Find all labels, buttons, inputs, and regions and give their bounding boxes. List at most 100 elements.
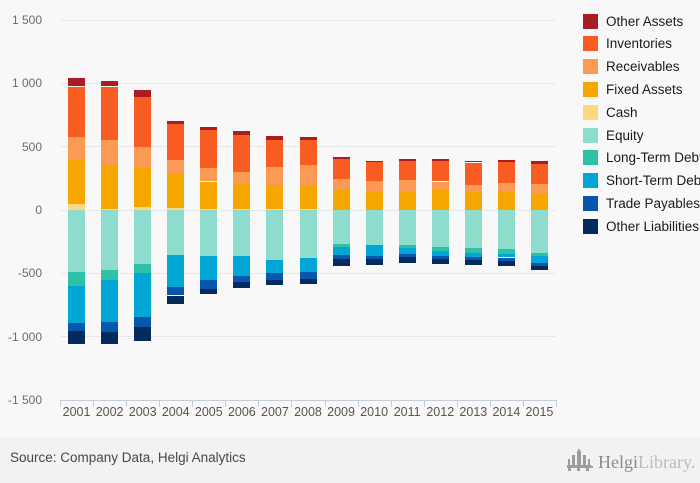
legend-item-other-assets: Other Assets <box>583 13 683 29</box>
legend-item-inventories: Inventories <box>583 36 672 52</box>
x-axis-label: 2015 <box>525 405 554 419</box>
y-axis-label: 1 500 <box>11 13 42 27</box>
grid-line <box>60 19 556 21</box>
bar-segment-other-liabilities <box>68 330 86 345</box>
x-axis-tick <box>390 400 392 407</box>
bar-segment-other-assets <box>134 89 152 97</box>
x-axis-tick <box>489 400 491 407</box>
bar-segment-other-liabilities <box>233 282 251 288</box>
x-axis-label: 2003 <box>128 405 157 419</box>
bar-segment-trade-payables <box>464 256 482 261</box>
bar-segment-equity <box>365 210 383 245</box>
bar-segment-equity <box>68 210 86 273</box>
legend-swatch <box>583 218 598 234</box>
bar-segment-receivables <box>266 166 284 186</box>
bar-segment-long-term-debt <box>101 270 119 280</box>
legend-swatch <box>583 36 598 52</box>
bar-segment-trade-payables <box>497 257 515 261</box>
bridge-logo-icon <box>566 448 598 472</box>
bar-segment-receivables <box>431 181 449 191</box>
bar-segment-long-term-debt <box>497 248 515 254</box>
x-axis-line <box>60 400 556 401</box>
bar-segment-inventories <box>431 161 449 182</box>
legend-swatch <box>583 104 598 120</box>
x-axis-label: 2011 <box>393 405 421 419</box>
bar-segment-cash <box>200 208 218 210</box>
x-axis-tick <box>456 400 458 407</box>
bar-segment-other-liabilities <box>365 258 383 266</box>
bar-segment-long-term-debt <box>134 263 152 274</box>
bar-segment-receivables <box>200 168 218 182</box>
bar-segment-fixed-assets <box>101 165 119 209</box>
x-axis-tick <box>159 400 161 407</box>
x-axis-label: 2008 <box>294 405 322 419</box>
bar-segment-other-assets <box>530 160 548 164</box>
bar-segment-cash <box>266 209 284 210</box>
bar-segment-cash <box>68 204 86 210</box>
bar-segment-equity <box>101 210 119 271</box>
x-axis-tick <box>522 400 524 407</box>
bar-segment-short-term-debt <box>431 250 449 256</box>
bar-segment-inventories <box>464 162 482 185</box>
bar-segment-short-term-debt <box>200 255 218 281</box>
y-axis-label: -1 500 <box>7 393 42 407</box>
bar-segment-trade-payables <box>266 273 284 280</box>
bar-segment-long-term-debt <box>398 245 416 248</box>
bar-segment-other-liabilities <box>332 259 350 266</box>
bar-segment-other-liabilities <box>299 279 317 285</box>
bar-segment-fixed-assets <box>299 185 317 210</box>
grid-line <box>60 336 556 338</box>
bar-segment-inventories <box>200 129 218 169</box>
bar-segment-receivables <box>365 180 383 191</box>
bar-segment-receivables <box>398 180 416 192</box>
grid-line <box>60 82 556 84</box>
legend-item-trade-payables: Trade Payables <box>583 195 700 211</box>
bar-segment-receivables <box>299 165 317 186</box>
bar-segment-short-term-debt <box>497 253 515 258</box>
x-axis-tick <box>291 400 293 407</box>
bar-segment-equity <box>530 210 548 254</box>
bar-segment-equity <box>167 210 185 255</box>
x-axis-label: 2005 <box>194 405 223 419</box>
bar-segment-trade-payables <box>101 322 119 332</box>
y-axis-label: -500 <box>17 266 42 281</box>
source-text: Source: Company Data, Helgi Analytics <box>10 450 246 465</box>
legend-item-other-liabilities: Other Liabilities <box>583 218 699 234</box>
x-axis-tick <box>93 400 95 407</box>
legend-label: Other Assets <box>606 13 684 29</box>
bar-segment-inventories <box>398 161 416 181</box>
bar-segment-receivables <box>68 137 86 160</box>
legend-label: Equity <box>606 127 644 143</box>
bar-segment-equity <box>497 210 515 249</box>
bar-segment-trade-payables <box>233 275 251 283</box>
bar-segment-long-term-debt <box>68 272 86 286</box>
bar-segment-long-term-debt <box>530 253 548 256</box>
x-axis-label: 2013 <box>459 405 488 419</box>
y-axis-label: 500 <box>21 139 42 154</box>
legend-swatch <box>583 173 598 189</box>
x-axis-tick <box>192 400 194 407</box>
bar-segment-fixed-assets <box>431 190 449 210</box>
bar-segment-short-term-debt <box>167 254 185 288</box>
bar-segment-short-term-debt <box>233 256 251 276</box>
bar-segment-equity <box>431 210 449 247</box>
bar-segment-other-assets <box>332 156 350 159</box>
bar-segment-equity <box>332 210 350 245</box>
bar-segment-other-liabilities <box>431 258 449 264</box>
bar-segment-fixed-assets <box>266 185 284 210</box>
bar-segment-inventories <box>266 139 284 167</box>
bar-segment-other-liabilities <box>101 331 119 345</box>
bar-segment-inventories <box>299 140 317 166</box>
bar-segment-receivables <box>101 140 119 166</box>
bar-segment-cash <box>134 207 152 210</box>
bar-segment-equity <box>233 210 251 257</box>
y-axis-label: 0 <box>35 203 42 217</box>
bar-segment-inventories <box>68 86 86 138</box>
bar-segment-equity <box>266 210 284 261</box>
bar-segment-other-liabilities <box>200 289 218 295</box>
x-axis-tick <box>324 400 326 407</box>
bar-segment-short-term-debt <box>266 260 284 274</box>
bar-segment-equity <box>134 210 152 264</box>
